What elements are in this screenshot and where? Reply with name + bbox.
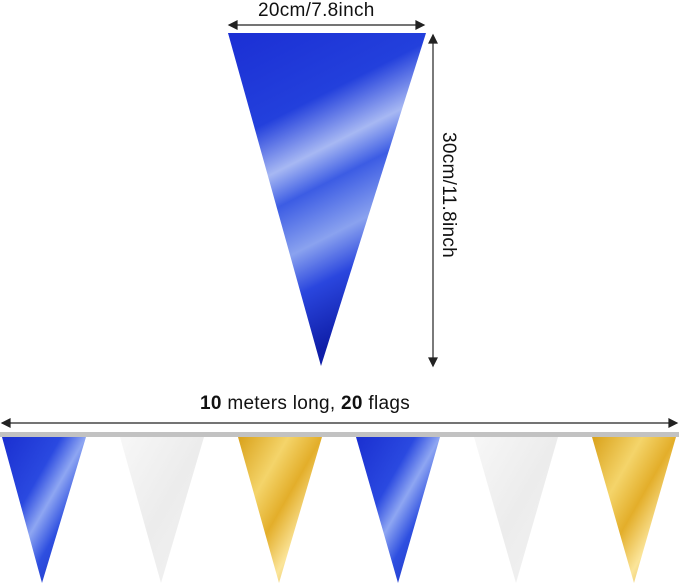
- banner-flag-1: [2, 437, 86, 583]
- height-dimension-arrow: [428, 33, 438, 368]
- flag-text: flags: [362, 393, 410, 414]
- banner-flag-2: [120, 437, 204, 583]
- length-text: meters long,: [221, 393, 342, 414]
- width-label: 20cm/7.8inch: [258, 0, 375, 21]
- flag-count: 20: [341, 393, 363, 414]
- height-label: 30cm/11.8inch: [438, 131, 459, 259]
- banner-flag-3: [238, 437, 322, 583]
- sample-blue-flag: [228, 33, 426, 366]
- length-number: 10: [200, 393, 222, 414]
- width-dimension-arrow: [227, 20, 426, 30]
- banner-flag-5: [474, 437, 558, 583]
- banner-flag-4: [356, 437, 440, 583]
- banner-cord: [0, 432, 679, 437]
- banner-flag-6: [592, 437, 676, 583]
- banner-length-label: 10 meters long, 20 flags: [200, 393, 410, 415]
- length-dimension-arrow: [0, 418, 679, 428]
